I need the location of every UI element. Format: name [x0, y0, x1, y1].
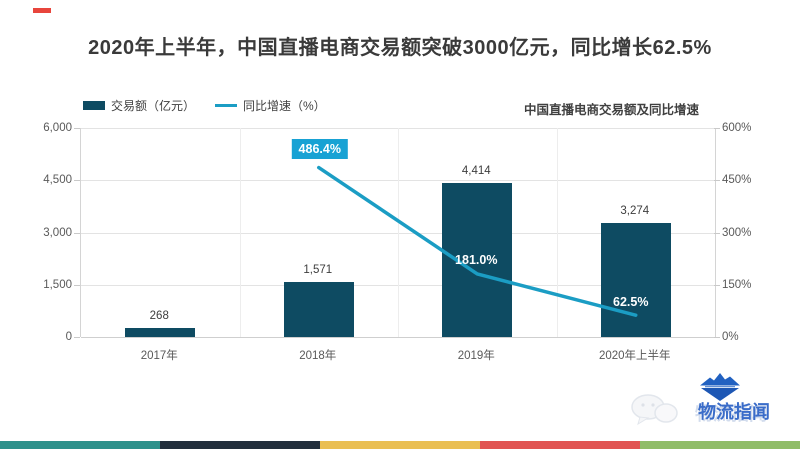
line-value-label: 486.4%	[291, 138, 348, 159]
axis-tick-left	[74, 180, 80, 182]
y-axis-label-left: 4,500	[43, 174, 72, 187]
brand-name: 物流指闻	[698, 402, 770, 422]
axis-tick-left	[74, 284, 80, 286]
chart-subtitle: 中国直播电商交易额及同比增速	[524, 103, 700, 117]
axis-tick-right	[714, 284, 720, 286]
y-axis-label-right: 0%	[722, 331, 739, 343]
line-value-label: 181.0%	[455, 252, 498, 267]
footer-color-segment	[0, 441, 160, 449]
bar-value-label: 1,571	[303, 264, 333, 277]
gridline-vertical	[398, 128, 399, 337]
footer-color-segment	[480, 441, 640, 449]
axis-tick-right	[714, 337, 720, 338]
axis-tick-right	[714, 180, 720, 182]
line-value-label: 62.5%	[613, 295, 649, 310]
y-axis-label-right: 450%	[722, 174, 752, 187]
footer-color-segment	[320, 441, 480, 449]
bar-legend-swatch	[83, 101, 105, 110]
line-legend-swatch	[215, 103, 238, 108]
x-axis-label: 2020年上半年	[598, 350, 671, 362]
bar-value-label: 3,274	[620, 204, 650, 217]
y-axis-label-left: 0	[65, 331, 72, 343]
line-legend-label: 同比增速（%）	[243, 99, 326, 113]
axis-tick-left	[74, 232, 80, 234]
bar-value-label: 4,414	[461, 165, 491, 178]
y-axis-label-left: 6,000	[43, 122, 72, 134]
gridline-vertical	[556, 128, 558, 337]
bar-2017年	[125, 327, 196, 337]
axis-tick-right	[714, 232, 720, 234]
chat-ghost-watermark-icon	[631, 394, 678, 426]
y-axis-label-left: 3,000	[43, 226, 72, 239]
axis-tick-left	[74, 128, 80, 129]
brand-logo: 物流指闻	[628, 370, 788, 426]
y-axis-label-right: 150%	[722, 278, 752, 291]
growth-line	[317, 165, 638, 317]
iceberg-logo-icon	[700, 373, 740, 401]
red-dash-mark	[33, 8, 51, 13]
bar-2020年上半年	[600, 222, 671, 337]
page-title: 2020年上半年，中国直播电商交易额突破3000亿元，同比增长62.5%	[88, 37, 712, 59]
bar-2018年	[283, 282, 354, 337]
footer-color-segment	[160, 441, 320, 449]
axis-tick-right	[714, 128, 720, 129]
x-axis-label: 2019年	[457, 350, 495, 362]
x-axis-label: 2017年	[140, 350, 178, 362]
gridline-horizontal	[81, 337, 715, 338]
gridline-vertical	[239, 128, 241, 337]
bar-legend-label: 交易额（亿元）	[111, 99, 196, 113]
footer-color-segment	[640, 441, 800, 449]
y-axis-label-right: 300%	[722, 226, 752, 239]
chart-plot-area	[80, 128, 716, 338]
axis-tick-left	[74, 337, 80, 338]
y-axis-label-left: 1,500	[43, 278, 72, 291]
footer-color-bar	[0, 441, 800, 449]
chart-legend: 交易额（亿元） 同比增速（%）	[83, 97, 326, 114]
bar-value-label: 268	[149, 309, 169, 322]
x-axis-label: 2018年	[299, 350, 337, 362]
y-axis-label-right: 600%	[722, 122, 752, 134]
